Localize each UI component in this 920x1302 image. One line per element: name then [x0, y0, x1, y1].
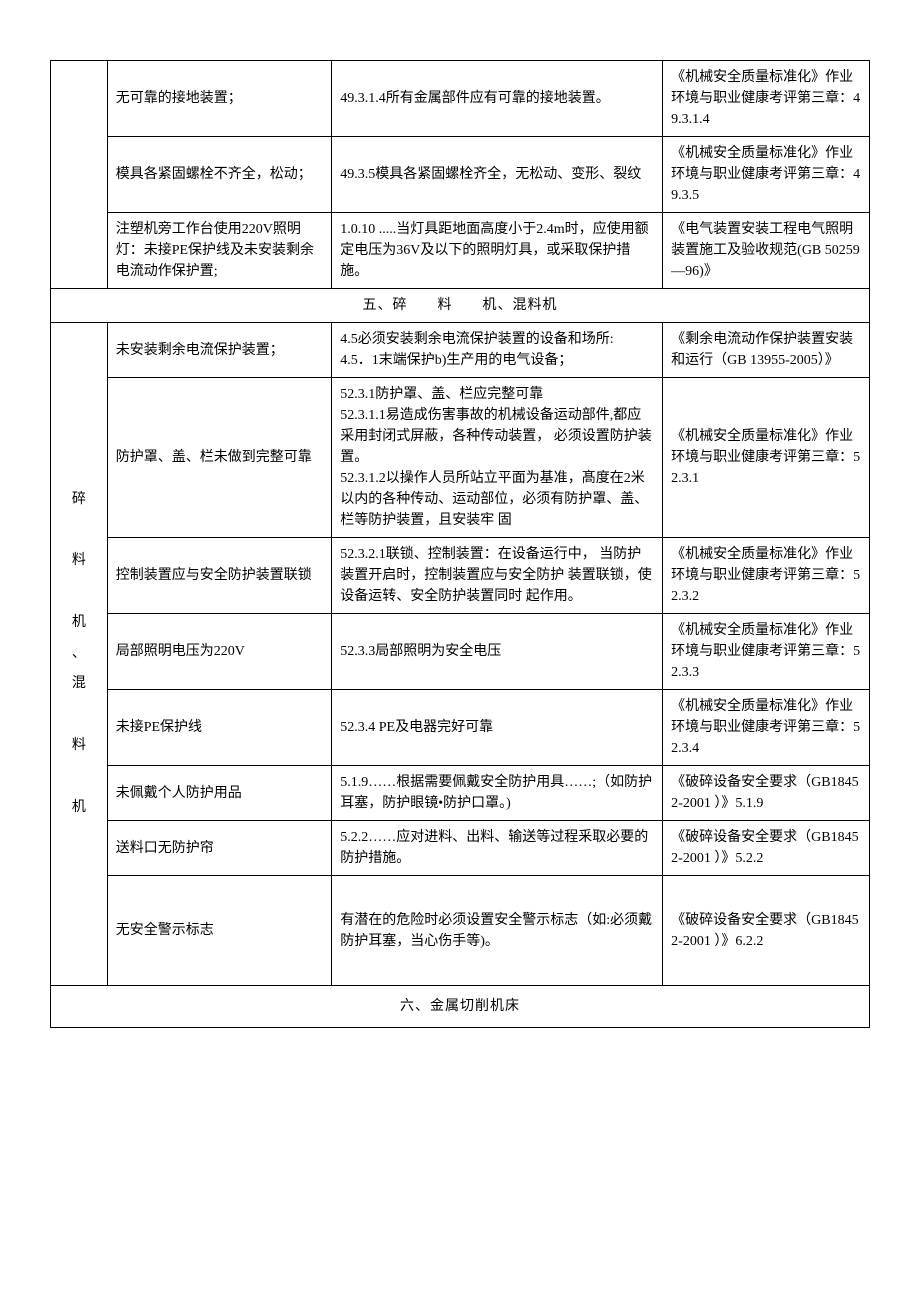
reference-cell: 《机械安全质量标准化》作业环境与职业健康考评第三章：52.3.4 [663, 690, 870, 766]
hazard-cell: 控制装置应与安全防护装置联锁 [107, 538, 332, 614]
section5-title: 五、碎 料 机、混料机 [51, 289, 870, 323]
section6-title: 六、金属切削机床 [51, 986, 870, 1028]
table-row: 控制装置应与安全防护装置联锁 52.3.2.1联锁、控制装置：在设备运行中， 当… [51, 538, 870, 614]
hazard-cell: 防护罩、盖、栏未做到完整可靠 [107, 378, 332, 538]
table-row: 送料口无防护帘 5.2.2……应对进料、出料、输送等过程釆取必要的防护措施。 《… [51, 821, 870, 876]
reference-cell: 《机械安全质量标准化》作业环境与职业健康考评第三章：52.3.1 [663, 378, 870, 538]
table-row: 无可靠的接地装置； 49.3.1.4所有金属部件应有可靠的接地装置。 《机械安全… [51, 61, 870, 137]
requirement-cell: 4.5必须安装剩余电流保护装置的设备和场所: 4.5．1末端保护b)生产用的电气… [332, 323, 663, 378]
requirement-cell: 5.1.9……根据需要佩戴安全防护用具……;（如防护耳塞，防护眼镜•防护口罩。) [332, 766, 663, 821]
hazard-cell: 无可靠的接地装置； [107, 61, 332, 137]
reference-cell: 《机械安全质量标准化》作业环境与职业健康考评第三章：49.3.1.4 [663, 61, 870, 137]
section-header-row: 五、碎 料 机、混料机 [51, 289, 870, 323]
hazard-cell: 注塑机旁工作台使用220V照明灯：未接PE保护线及未安装剩余电流动作保护置; [107, 213, 332, 289]
section5-side-label: 碎 料 机 、 混 料 机 [51, 323, 108, 986]
table-row: 未接PE保护线 52.3.4 PE及电器完好可靠 《机械安全质量标准化》作业环境… [51, 690, 870, 766]
table-row: 局部照明电压为220V 52.3.3局部照明为安全电压 《机械安全质量标准化》作… [51, 614, 870, 690]
table-row: 无安全警示标志 有潜在的危险时必须设置安全警示标志（如:必须戴防护耳塞，当心伤手… [51, 876, 870, 986]
reference-cell: 《机械安全质量标准化》作业环境与职业健康考评第三章：49.3.5 [663, 137, 870, 213]
document-page: 无可靠的接地装置； 49.3.1.4所有金属部件应有可靠的接地装置。 《机械安全… [0, 0, 920, 1108]
reference-cell: 《剩余电流动作保护装置安装和运行（GB 13955-2005）》 [663, 323, 870, 378]
table-row: 注塑机旁工作台使用220V照明灯：未接PE保护线及未安装剩余电流动作保护置; 1… [51, 213, 870, 289]
requirement-cell: 52.3.1防护罩、盖、栏应完整可靠 52.3.1.1易造成伤害事故的机械设备运… [332, 378, 663, 538]
hazard-cell: 模具各紧固螺栓不齐全，松动； [107, 137, 332, 213]
hazard-cell: 局部照明电压为220V [107, 614, 332, 690]
reference-cell: 《破碎设备安全要求（GB18452-2001 ）》6.2.2 [663, 876, 870, 986]
requirement-cell: 52.3.4 PE及电器完好可靠 [332, 690, 663, 766]
side-label-empty [51, 61, 108, 289]
requirement-cell: 52.3.3局部照明为安全电压 [332, 614, 663, 690]
reference-cell: 《破碎设备安全要求（GB18452-2001 ）》5.1.9 [663, 766, 870, 821]
section-header-row: 六、金属切削机床 [51, 986, 870, 1028]
hazard-cell: 送料口无防护帘 [107, 821, 332, 876]
table-row: 碎 料 机 、 混 料 机 未安装剩余电流保护装置； 4.5必须安装剩余电流保护… [51, 323, 870, 378]
reference-cell: 《电气装置安装工程电气照明装置施工及验收规范(GB 50259—96)》 [663, 213, 870, 289]
standards-table: 无可靠的接地装置； 49.3.1.4所有金属部件应有可靠的接地装置。 《机械安全… [50, 60, 870, 1028]
requirement-cell: 5.2.2……应对进料、出料、输送等过程釆取必要的防护措施。 [332, 821, 663, 876]
requirement-cell: 49.3.5模具各紧固螺栓齐全，无松动、变形、裂纹 [332, 137, 663, 213]
table-row: 未佩戴个人防护用品 5.1.9……根据需要佩戴安全防护用具……;（如防护耳塞，防… [51, 766, 870, 821]
hazard-cell: 无安全警示标志 [107, 876, 332, 986]
requirement-cell: 有潜在的危险时必须设置安全警示标志（如:必须戴防护耳塞，当心伤手等)。 [332, 876, 663, 986]
hazard-cell: 未接PE保护线 [107, 690, 332, 766]
requirement-cell: 49.3.1.4所有金属部件应有可靠的接地装置。 [332, 61, 663, 137]
reference-cell: 《机械安全质量标准化》作业环境与职业健康考评第三章：52.3.3 [663, 614, 870, 690]
reference-cell: 《机械安全质量标准化》作业环境与职业健康考评第三章：52.3.2 [663, 538, 870, 614]
requirement-cell: 52.3.2.1联锁、控制装置：在设备运行中， 当防护装置开启时，控制装置应与安… [332, 538, 663, 614]
requirement-cell: 1.0.10 .....当灯具距地面高度小于2.4m时，应使用额定电压为36V及… [332, 213, 663, 289]
reference-cell: 《破碎设备安全要求（GB18452-2001 ）》5.2.2 [663, 821, 870, 876]
table-row: 模具各紧固螺栓不齐全，松动； 49.3.5模具各紧固螺栓齐全，无松动、变形、裂纹… [51, 137, 870, 213]
hazard-cell: 未佩戴个人防护用品 [107, 766, 332, 821]
hazard-cell: 未安装剩余电流保护装置； [107, 323, 332, 378]
table-row: 防护罩、盖、栏未做到完整可靠 52.3.1防护罩、盖、栏应完整可靠 52.3.1… [51, 378, 870, 538]
